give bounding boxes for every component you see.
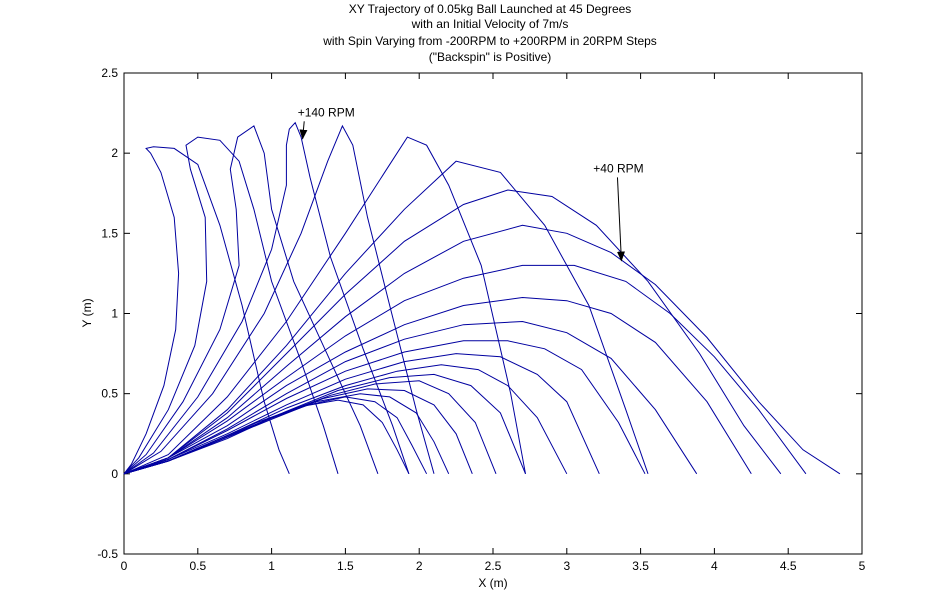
trajectory-line-rpm--20	[123, 320, 698, 475]
y-tick-label: 2.5	[101, 66, 118, 80]
trajectory-line-rpm--200	[123, 399, 410, 475]
trajectory-line-rpm-20	[123, 264, 807, 475]
x-tick-label: 4	[711, 559, 718, 573]
trajectory-line-rpm-120	[123, 124, 435, 475]
trajectory-line-rpm-200	[123, 146, 290, 475]
chart-title: XY Trajectory of 0.05kg Ball Launched at…	[322, 2, 657, 64]
y-axis-label: Y (m)	[80, 298, 94, 327]
trajectory-line-rpm--160	[123, 393, 450, 475]
trajectory-line-rpm-0	[123, 296, 752, 475]
annotation-arrow	[616, 177, 625, 262]
x-tick-label: 3.5	[632, 559, 649, 573]
y-tick-label: 1.5	[101, 226, 118, 240]
annotation-label: +140 RPM	[298, 105, 355, 119]
x-tick-label: 1.5	[337, 559, 354, 573]
trajectory-line-rpm-100	[123, 136, 526, 475]
chart-title-line-4: ("Backspin" is Positive)	[429, 50, 552, 64]
trajectory-line-rpm--40	[123, 340, 646, 475]
chart-title-line-1: XY Trajectory of 0.05kg Ball Launched at…	[349, 2, 632, 16]
x-tick-label: 5	[859, 559, 866, 573]
y-tick-label: 1	[111, 307, 118, 321]
x-tick-label: 1	[268, 559, 275, 573]
annotations: +140 RPM +40 RPM	[298, 105, 644, 262]
trajectory-line-rpm--60	[123, 353, 600, 475]
x-tick-label: 4.5	[780, 559, 797, 573]
x-tick-label: 2	[416, 559, 423, 573]
chart-title-line-2: with an Initial Velocity of 7m/s	[411, 17, 569, 31]
x-tick-label: 2.5	[485, 559, 502, 573]
trajectory-series	[123, 121, 841, 475]
annotation-label: +40 RPM	[593, 161, 643, 175]
plot-area	[123, 72, 863, 555]
trajectory-line-rpm-140	[123, 121, 410, 475]
y-tick-label: -0.5	[97, 547, 118, 561]
trajectory-line-rpm-80	[123, 160, 649, 475]
trajectory-line-rpm-60	[123, 189, 782, 475]
x-tick-label: 0	[121, 559, 128, 573]
x-tick-label: 3	[563, 559, 570, 573]
x-tick-label: 0.5	[189, 559, 206, 573]
y-tick-label: 0	[111, 467, 118, 481]
y-tick-label: 0.5	[101, 387, 118, 401]
chart-title-line-3: with Spin Varying from -200RPM to +200RP…	[322, 34, 657, 48]
trajectory-line-rpm-40	[123, 224, 841, 475]
trajectory-line-rpm-160	[123, 125, 379, 475]
trajectory-line-rpm--120	[123, 380, 497, 475]
y-tick-label: 2	[111, 146, 118, 160]
annotation-arrow	[299, 121, 308, 140]
axis-ticks: 0 0.5 1 1.5 2 2.5 3 3.5 4 4.5 5-0.500.511.522.5	[97, 66, 865, 573]
x-axis-label: X (m)	[478, 576, 507, 590]
